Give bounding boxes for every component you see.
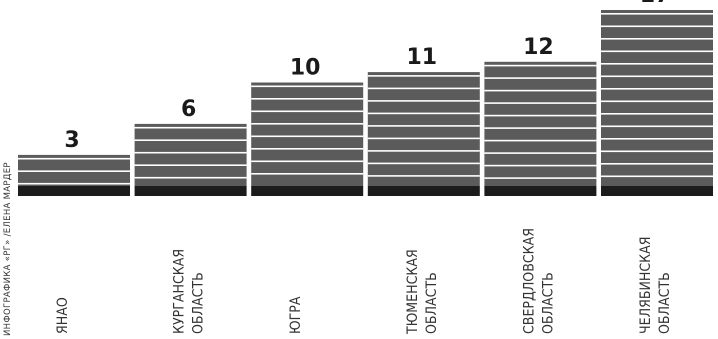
value-label-0: 3 — [64, 128, 79, 153]
bar-stripe — [484, 177, 597, 179]
bar-stripe — [601, 175, 713, 178]
category-labels-group: ЯНАО КУРГАНСКАЯ ОБЛАСТЬ ЮГРА ТЮМЕНСКАЯ ОБЛАСТ… — [55, 228, 673, 335]
value-label-3: 11 — [406, 45, 437, 70]
bar-stripe — [251, 148, 364, 150]
bar-stripe — [484, 64, 597, 67]
bar-stripe — [601, 113, 713, 115]
bar-stripe — [251, 123, 364, 125]
bar-base-2 — [251, 186, 364, 196]
category-label-0: ЯНАО — [55, 297, 71, 334]
bar-stripe — [601, 25, 713, 28]
bar-stripe — [601, 63, 713, 65]
bar-stripe — [601, 75, 713, 78]
category-label-line: ОБЛАСТЬ — [191, 272, 207, 334]
bar-stripe — [601, 88, 713, 90]
bar-stripe — [484, 114, 597, 117]
bar-stripe — [251, 135, 364, 138]
bar-stripe — [367, 75, 480, 77]
bar-stripe — [601, 100, 713, 103]
bar-stripe — [251, 160, 364, 163]
bar-stripe — [484, 139, 597, 142]
bar-stripe — [601, 38, 713, 40]
bar-stripe — [601, 125, 713, 128]
category-label-line: ТЮМЕНСКАЯ — [405, 249, 421, 335]
bar-3 — [367, 72, 480, 186]
bar-stripe — [251, 85, 364, 88]
category-label-line: ЯНАО — [55, 297, 71, 334]
category-label-line: ОБЛАСТЬ — [424, 272, 440, 334]
infographic-credit: ИНФОГРАФИКА «РГ» /ЕЛЕНА МАРДЕР — [3, 162, 13, 336]
bar-stripe — [367, 150, 480, 152]
bar-stripe — [367, 100, 480, 102]
category-label-3: ТЮМЕНСКАЯ ОБЛАСТЬ — [405, 249, 440, 335]
category-label-1: КУРГАНСКАЯ ОБЛАСТЬ — [172, 249, 207, 334]
bar-stripe — [601, 50, 713, 53]
bar-stripe — [18, 182, 130, 185]
category-label-5: ЧЕЛЯБИНСКАЯ ОБЛАСТЬ — [638, 237, 673, 334]
bar-stripe — [484, 152, 597, 154]
bar-base-0 — [18, 186, 130, 196]
bar-stripe — [18, 157, 130, 160]
category-label-4: СВЕРДЛОВСКАЯ ОБЛАСТЬ — [521, 228, 556, 334]
category-label-2: ЮГРА — [288, 296, 304, 334]
bar-stripe — [134, 151, 247, 154]
bar-stripe — [134, 126, 247, 129]
bar-stripe — [484, 127, 597, 129]
category-label-line: СВЕРДЛОВСКАЯ — [521, 228, 537, 334]
bar-4 — [484, 61, 597, 186]
category-label-line: ОБЛАСТЬ — [540, 272, 556, 334]
value-label-5: 17 — [640, 0, 671, 8]
bar-stripe — [18, 170, 130, 172]
category-label-line: ОБЛАСТЬ — [657, 272, 673, 334]
value-label-4: 12 — [523, 35, 554, 60]
bar-stripe — [367, 162, 480, 165]
bar-stripe — [134, 176, 247, 179]
value-labels-group: 3 6 10 11 12 17 — [64, 0, 670, 153]
bar-stripe — [601, 163, 713, 165]
bar-stripe — [367, 87, 480, 90]
bar-2 — [251, 82, 364, 186]
bar-stripe — [367, 175, 480, 177]
bar-stripe — [601, 13, 713, 15]
bar-stripe — [484, 102, 597, 104]
bar-base-5 — [601, 186, 713, 196]
bar-base-3 — [367, 186, 480, 196]
bar-stripe — [367, 125, 480, 127]
value-label-2: 10 — [290, 56, 321, 81]
value-label-1: 6 — [181, 97, 196, 122]
bar-base-4 — [484, 186, 597, 196]
bar-stripe — [367, 137, 480, 140]
bar-stripe — [484, 89, 597, 92]
bar-stripe — [367, 112, 480, 115]
bars-group — [18, 10, 713, 196]
bar-stripe — [134, 164, 247, 166]
bar-base-1 — [134, 186, 247, 196]
bar-stripe — [134, 139, 247, 141]
bar-stripe — [484, 164, 597, 167]
bar-stripe — [484, 77, 597, 79]
bar-stripe — [601, 138, 713, 140]
bar-stripe — [251, 173, 364, 175]
category-label-line: ЧЕЛЯБИНСКАЯ — [638, 237, 654, 334]
bar-5 — [601, 10, 713, 186]
category-label-line: ЮГРА — [288, 296, 304, 334]
category-label-line: КУРГАНСКАЯ — [172, 249, 188, 334]
bar-stripe — [251, 110, 364, 113]
bar-stripe — [251, 98, 364, 100]
bar-1 — [134, 123, 247, 186]
bar-stripe — [601, 150, 713, 153]
